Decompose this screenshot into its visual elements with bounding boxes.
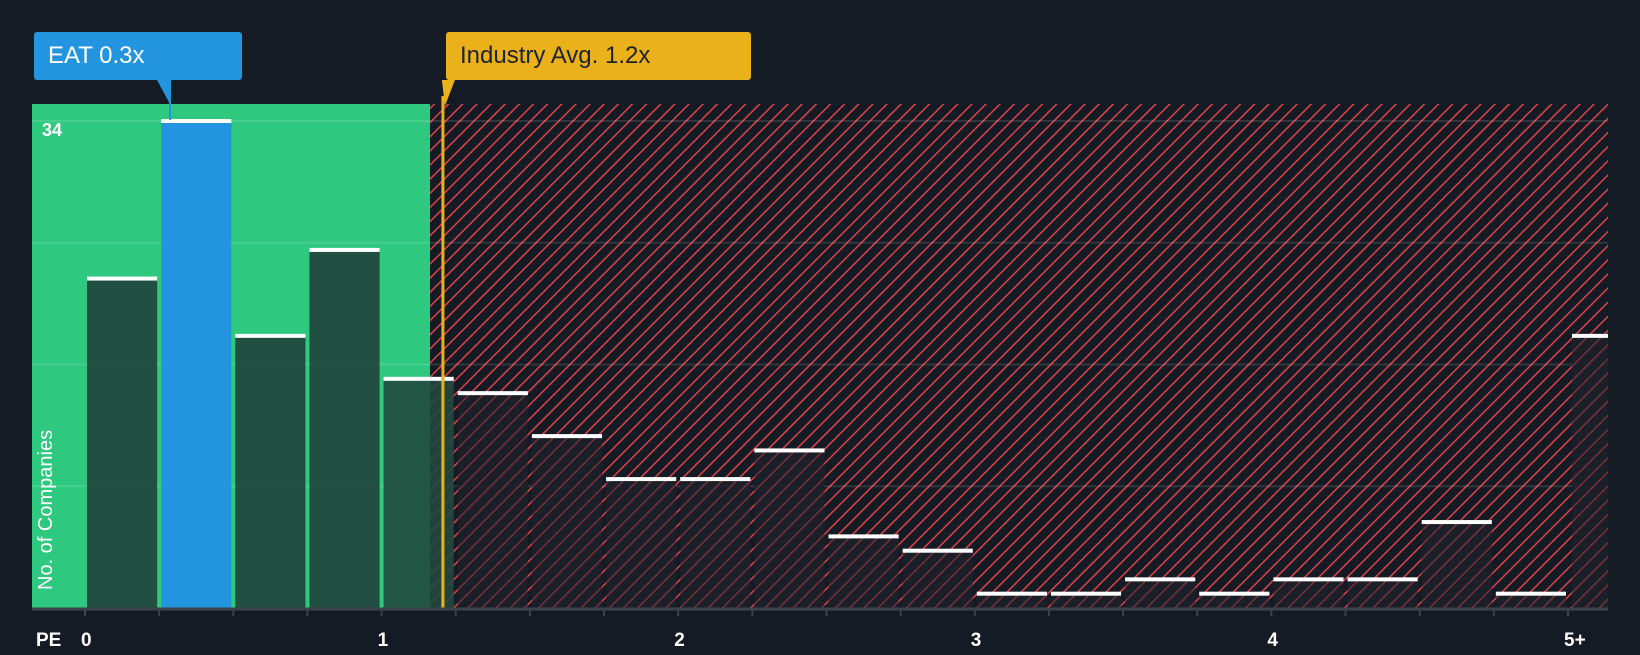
x-axis-tick-label: 2 xyxy=(674,630,685,651)
x-axis-tick-label: 0 xyxy=(81,630,92,651)
industry-callout-pointer xyxy=(441,80,455,106)
histogram-bar xyxy=(1421,522,1492,608)
histogram-bar xyxy=(976,593,1047,608)
histogram-bar xyxy=(828,536,899,608)
histogram-bar xyxy=(1495,593,1566,608)
y-axis-max-label: 34 xyxy=(42,120,63,140)
bar-cap xyxy=(1347,577,1418,582)
y-axis-title: No. of Companies xyxy=(35,430,65,590)
histogram-bar xyxy=(606,479,677,608)
bar-cap xyxy=(1495,591,1566,596)
bar-cap xyxy=(457,391,528,396)
histogram-bar xyxy=(1347,579,1418,608)
bar-cap xyxy=(1421,520,1492,525)
highlighted-bar xyxy=(161,121,232,608)
bar-cap xyxy=(309,247,380,252)
histogram-bar xyxy=(457,393,528,608)
bar-cap xyxy=(383,376,454,381)
company-pe-callout: EAT 0.3x xyxy=(34,32,242,80)
bar-cap xyxy=(87,276,158,281)
x-axis-tick-label: 5+ xyxy=(1564,630,1586,651)
bar-cap xyxy=(235,333,306,338)
histogram-bar xyxy=(902,550,973,608)
histogram-bar xyxy=(680,479,751,608)
histogram-bar xyxy=(754,450,825,608)
bar-cap xyxy=(531,434,603,439)
bar-cap xyxy=(680,477,751,482)
histogram-bar xyxy=(1125,579,1196,608)
histogram-bar xyxy=(531,436,603,608)
bar-cap xyxy=(1273,577,1344,582)
histogram-bar xyxy=(309,249,380,609)
bar-cap xyxy=(1125,577,1196,582)
histogram-bar xyxy=(1199,593,1270,608)
bar-cap xyxy=(606,477,677,482)
bar-cap xyxy=(161,119,232,123)
histogram-bar xyxy=(235,335,306,608)
histogram-bar xyxy=(1572,335,1608,608)
company-pe-label: EAT 0.3x xyxy=(48,42,145,69)
bar-cap xyxy=(1572,333,1608,338)
bar-cap xyxy=(976,591,1047,596)
bar-cap xyxy=(1199,591,1270,596)
bar-cap xyxy=(1050,591,1122,596)
x-axis-tick-label: 3 xyxy=(970,630,982,651)
histogram-bar xyxy=(87,278,158,608)
industry-average-callout: Industry Avg. 1.2x xyxy=(446,32,751,80)
company-callout-pointer xyxy=(157,80,171,106)
bar-cap xyxy=(828,534,899,539)
histogram-bar xyxy=(1273,579,1344,608)
industry-average-label: Industry Avg. 1.2x xyxy=(460,42,651,69)
bar-cap xyxy=(754,448,825,453)
y-axis-title-text: No. of Companies xyxy=(35,429,57,590)
x-axis-tick-label: 1 xyxy=(377,630,389,651)
x-axis-tick-label: 4 xyxy=(1267,630,1278,651)
x-axis-prefix: PE xyxy=(36,630,62,651)
bar-cap xyxy=(902,548,973,553)
histogram-bar xyxy=(1050,593,1122,608)
